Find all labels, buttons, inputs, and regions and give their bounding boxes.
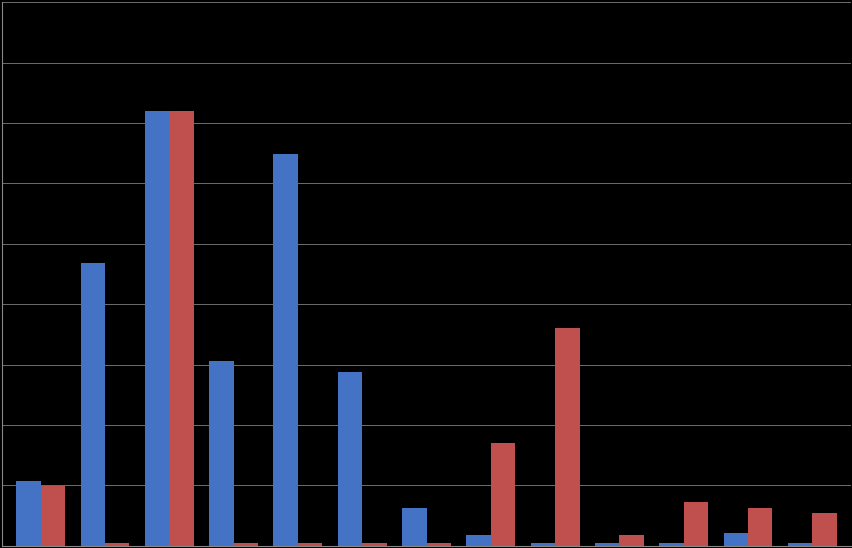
Bar — [747, 508, 772, 546]
Bar — [80, 263, 105, 546]
Bar — [426, 543, 451, 546]
Bar — [297, 543, 322, 546]
Bar — [811, 513, 836, 546]
Bar — [145, 111, 169, 546]
Bar — [466, 535, 490, 546]
Bar — [787, 543, 811, 546]
Bar — [362, 543, 386, 546]
Bar — [169, 111, 193, 546]
Bar — [105, 543, 130, 546]
Bar — [530, 543, 555, 546]
Bar — [401, 508, 426, 546]
Bar — [659, 543, 683, 546]
Bar — [595, 543, 619, 546]
Bar — [209, 361, 233, 546]
Bar — [683, 503, 707, 546]
Bar — [41, 486, 65, 546]
Bar — [490, 443, 515, 546]
Bar — [722, 533, 747, 546]
Bar — [555, 328, 579, 546]
Bar — [233, 543, 257, 546]
Bar — [337, 372, 362, 546]
Bar — [273, 155, 297, 546]
Bar — [619, 535, 643, 546]
Bar — [16, 481, 41, 546]
